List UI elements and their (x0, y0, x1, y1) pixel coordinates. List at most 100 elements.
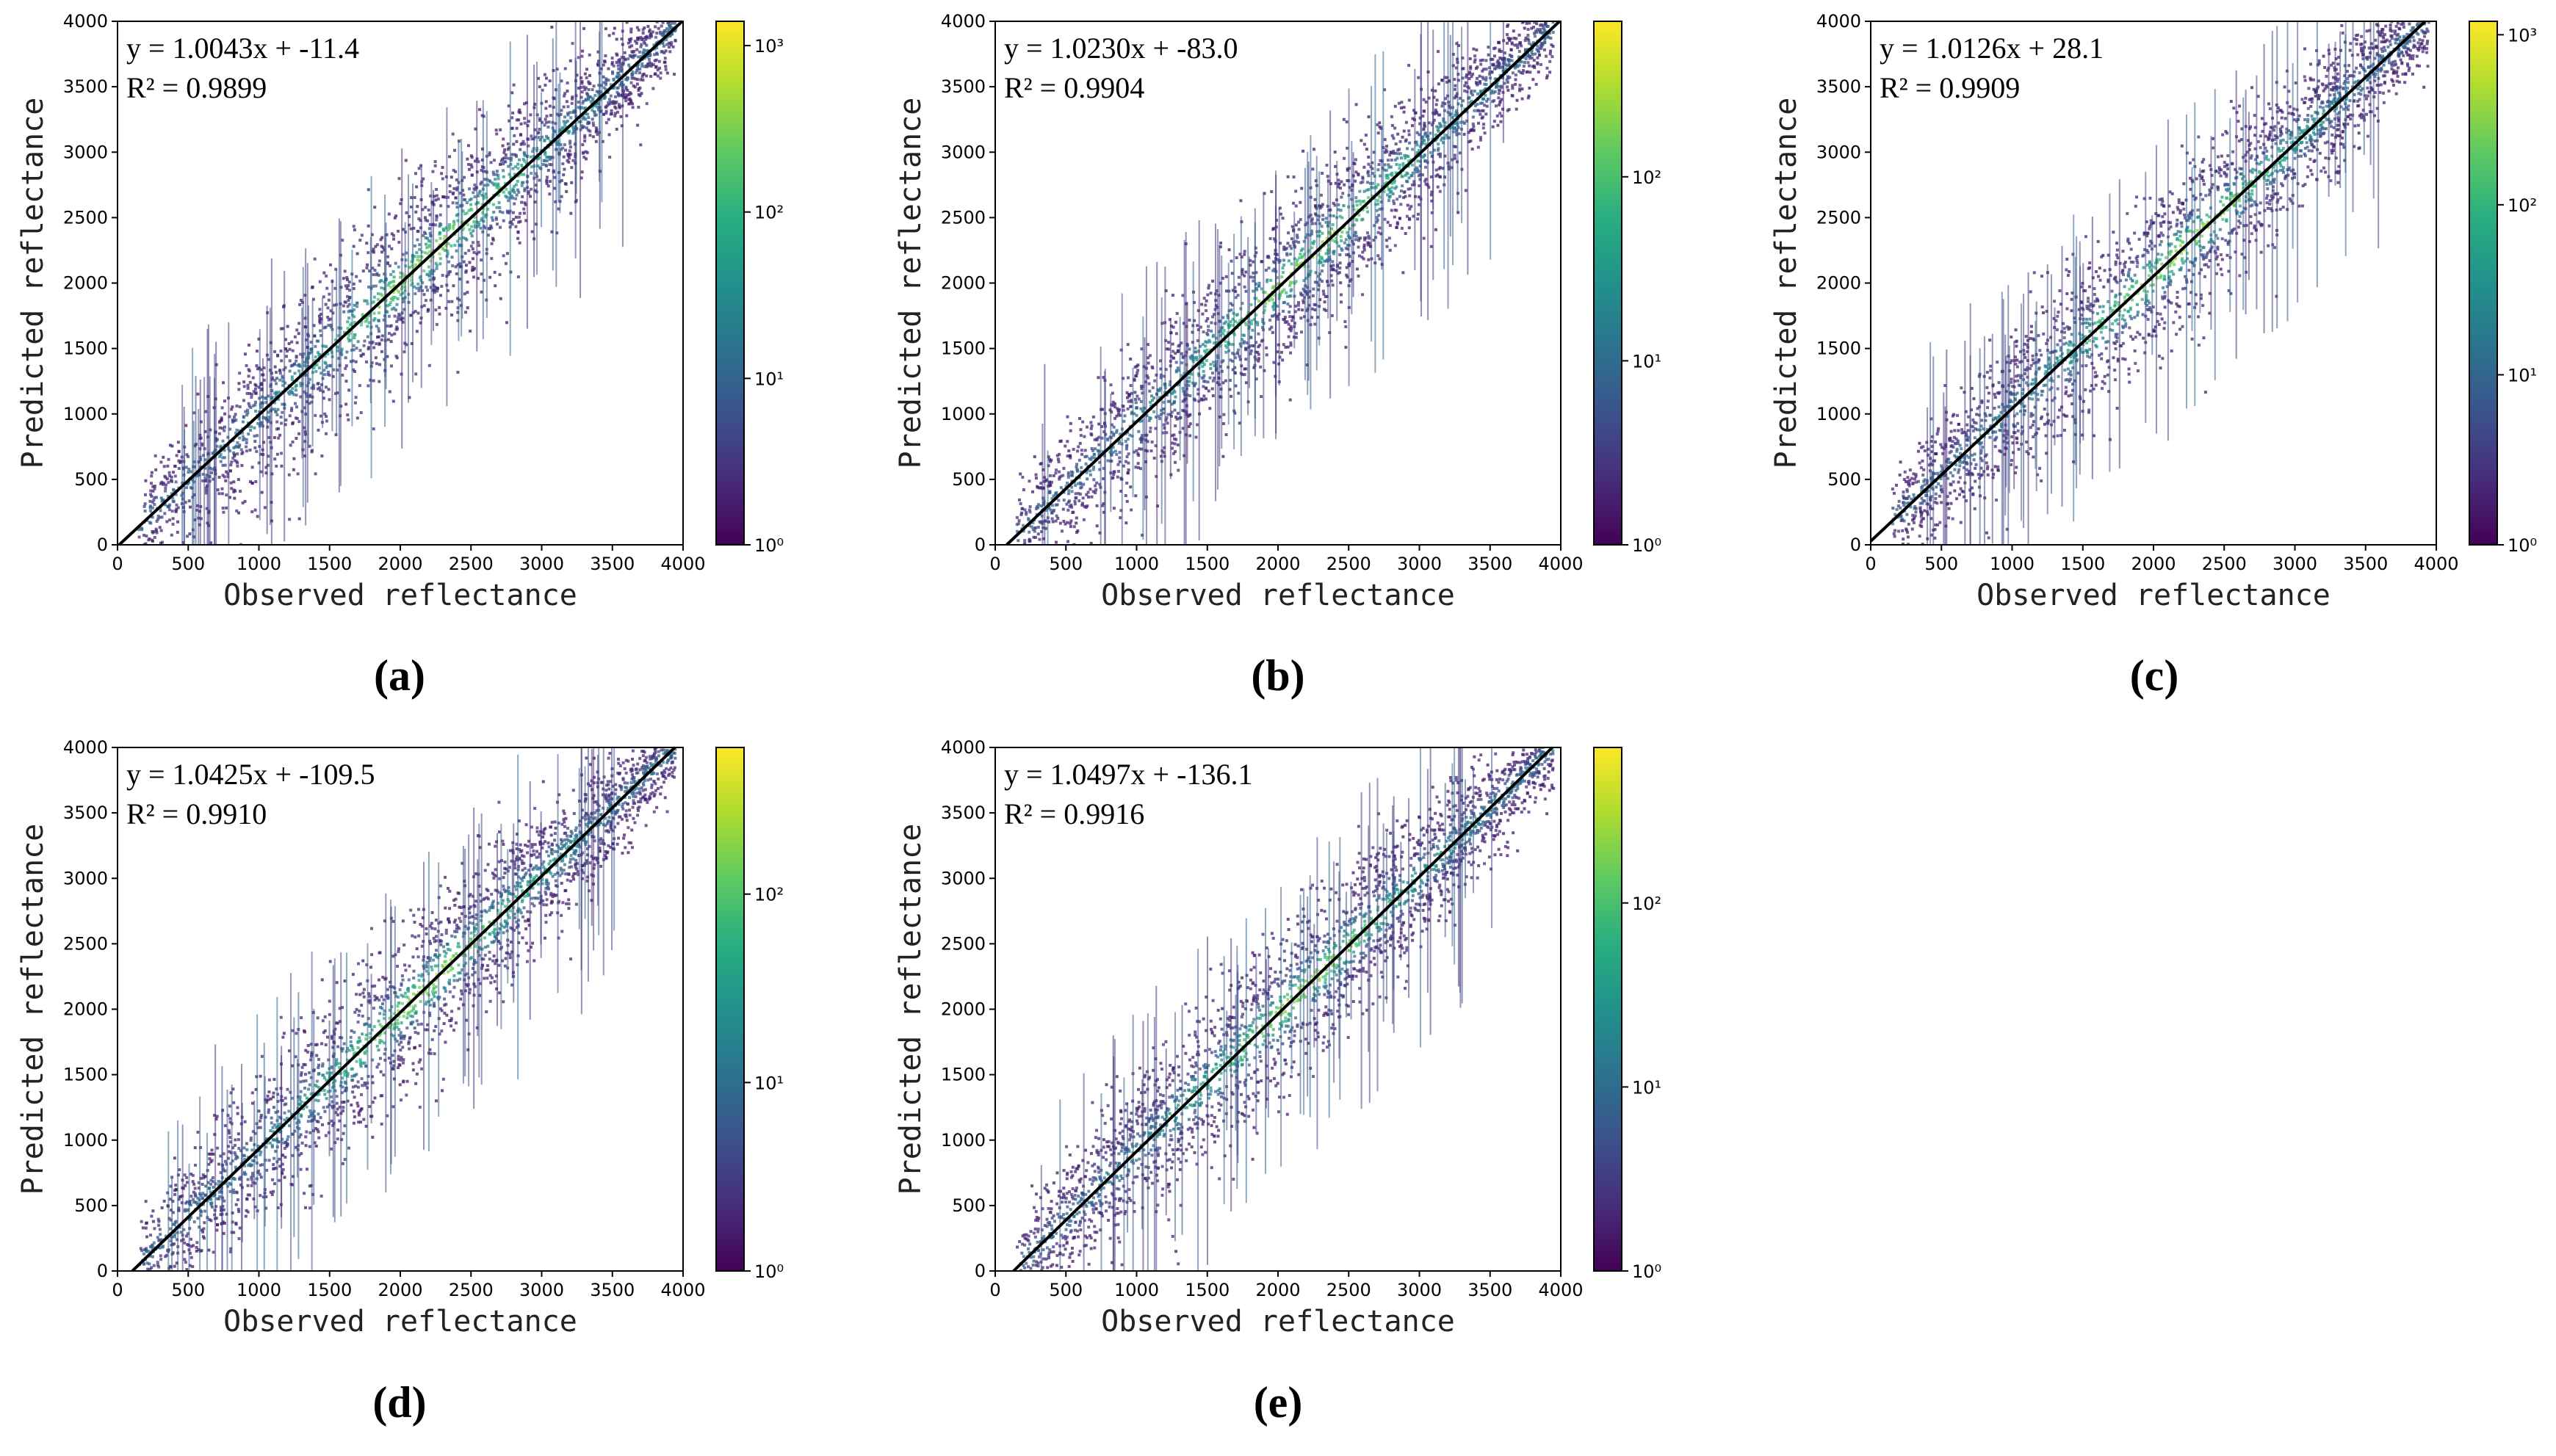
density-point (1233, 411, 1237, 415)
density-point (642, 51, 646, 55)
density-point (421, 208, 425, 211)
density-point (372, 295, 376, 299)
density-point (192, 411, 196, 415)
density-point (1384, 176, 1388, 180)
density-point (1110, 453, 1113, 457)
density-point (392, 275, 396, 279)
density-point (278, 369, 282, 372)
density-point (1249, 258, 1252, 262)
density-point (1453, 156, 1456, 160)
density-point (264, 396, 267, 399)
density-point (538, 118, 542, 122)
density-point (1511, 71, 1515, 75)
density-point (1345, 253, 1349, 256)
density-point (1286, 345, 1290, 349)
density-point (1272, 227, 1276, 231)
density-point (1528, 70, 1532, 74)
density-point (151, 538, 154, 542)
density-point (640, 75, 644, 79)
density-point (1302, 287, 1305, 291)
density-point (1213, 313, 1216, 316)
density-point (1313, 212, 1317, 216)
density-point (512, 217, 516, 221)
density-point (310, 386, 314, 390)
density-point (1382, 168, 1386, 172)
density-point (230, 460, 234, 464)
density-point (1202, 374, 1206, 377)
density-point (1497, 62, 1501, 65)
density-point (549, 157, 552, 161)
density-point (647, 57, 651, 61)
density-point (152, 530, 156, 534)
density-point (238, 436, 242, 440)
density-point (641, 28, 645, 32)
density-point (345, 276, 349, 280)
density-point (1496, 123, 1500, 127)
density-point (610, 101, 613, 105)
density-point (648, 29, 651, 33)
density-point (1078, 441, 1082, 445)
density-point (267, 420, 270, 424)
density-point (322, 390, 325, 394)
density-point (1285, 294, 1289, 298)
density-point (1483, 131, 1487, 135)
density-point (616, 71, 620, 75)
density-point (1377, 163, 1381, 167)
density-point (1219, 245, 1222, 249)
density-point (489, 224, 493, 228)
density-point (1174, 424, 1177, 427)
density-point (651, 30, 654, 34)
density-point (668, 42, 672, 46)
density-point (1438, 155, 1442, 159)
density-point (1536, 28, 1539, 32)
density-point (518, 241, 521, 245)
density-point (1454, 66, 1458, 70)
density-point (1077, 492, 1080, 496)
density-point (671, 21, 674, 25)
density-point (390, 232, 394, 236)
density-point (242, 437, 246, 441)
density-point (1049, 460, 1053, 463)
density-point (314, 355, 317, 359)
density-point (175, 507, 178, 511)
density-point (596, 50, 600, 54)
density-point (250, 482, 254, 485)
density-point (325, 274, 328, 278)
density-point (364, 319, 367, 323)
density-point (1509, 37, 1512, 40)
density-point (1069, 429, 1072, 432)
density-point (450, 175, 453, 179)
density-point (344, 402, 348, 406)
density-point (1440, 136, 1444, 140)
density-point (559, 142, 563, 146)
density-point (201, 443, 204, 447)
density-point (1398, 140, 1402, 143)
density-point (1483, 82, 1487, 86)
density-point (509, 159, 513, 162)
density-point (1170, 446, 1174, 450)
density-point (325, 364, 329, 368)
density-point (389, 280, 393, 284)
density-point (418, 247, 422, 251)
density-point (489, 161, 493, 164)
density-point (577, 56, 580, 59)
density-point (1188, 394, 1192, 398)
density-point (1364, 134, 1368, 137)
density-point (1287, 335, 1290, 338)
density-point (219, 452, 223, 456)
density-point (203, 466, 207, 470)
density-point (1407, 187, 1410, 191)
density-point (507, 199, 510, 203)
density-point (634, 77, 638, 81)
density-point (1467, 77, 1471, 81)
density-point (604, 112, 608, 115)
density-point (1540, 31, 1544, 35)
density-point (1464, 81, 1467, 84)
density-point (1242, 340, 1246, 344)
density-point (162, 465, 166, 468)
density-point (427, 209, 430, 212)
density-point (264, 466, 268, 469)
density-point (1170, 441, 1174, 445)
density-point (297, 369, 301, 373)
density-point (1089, 427, 1093, 430)
